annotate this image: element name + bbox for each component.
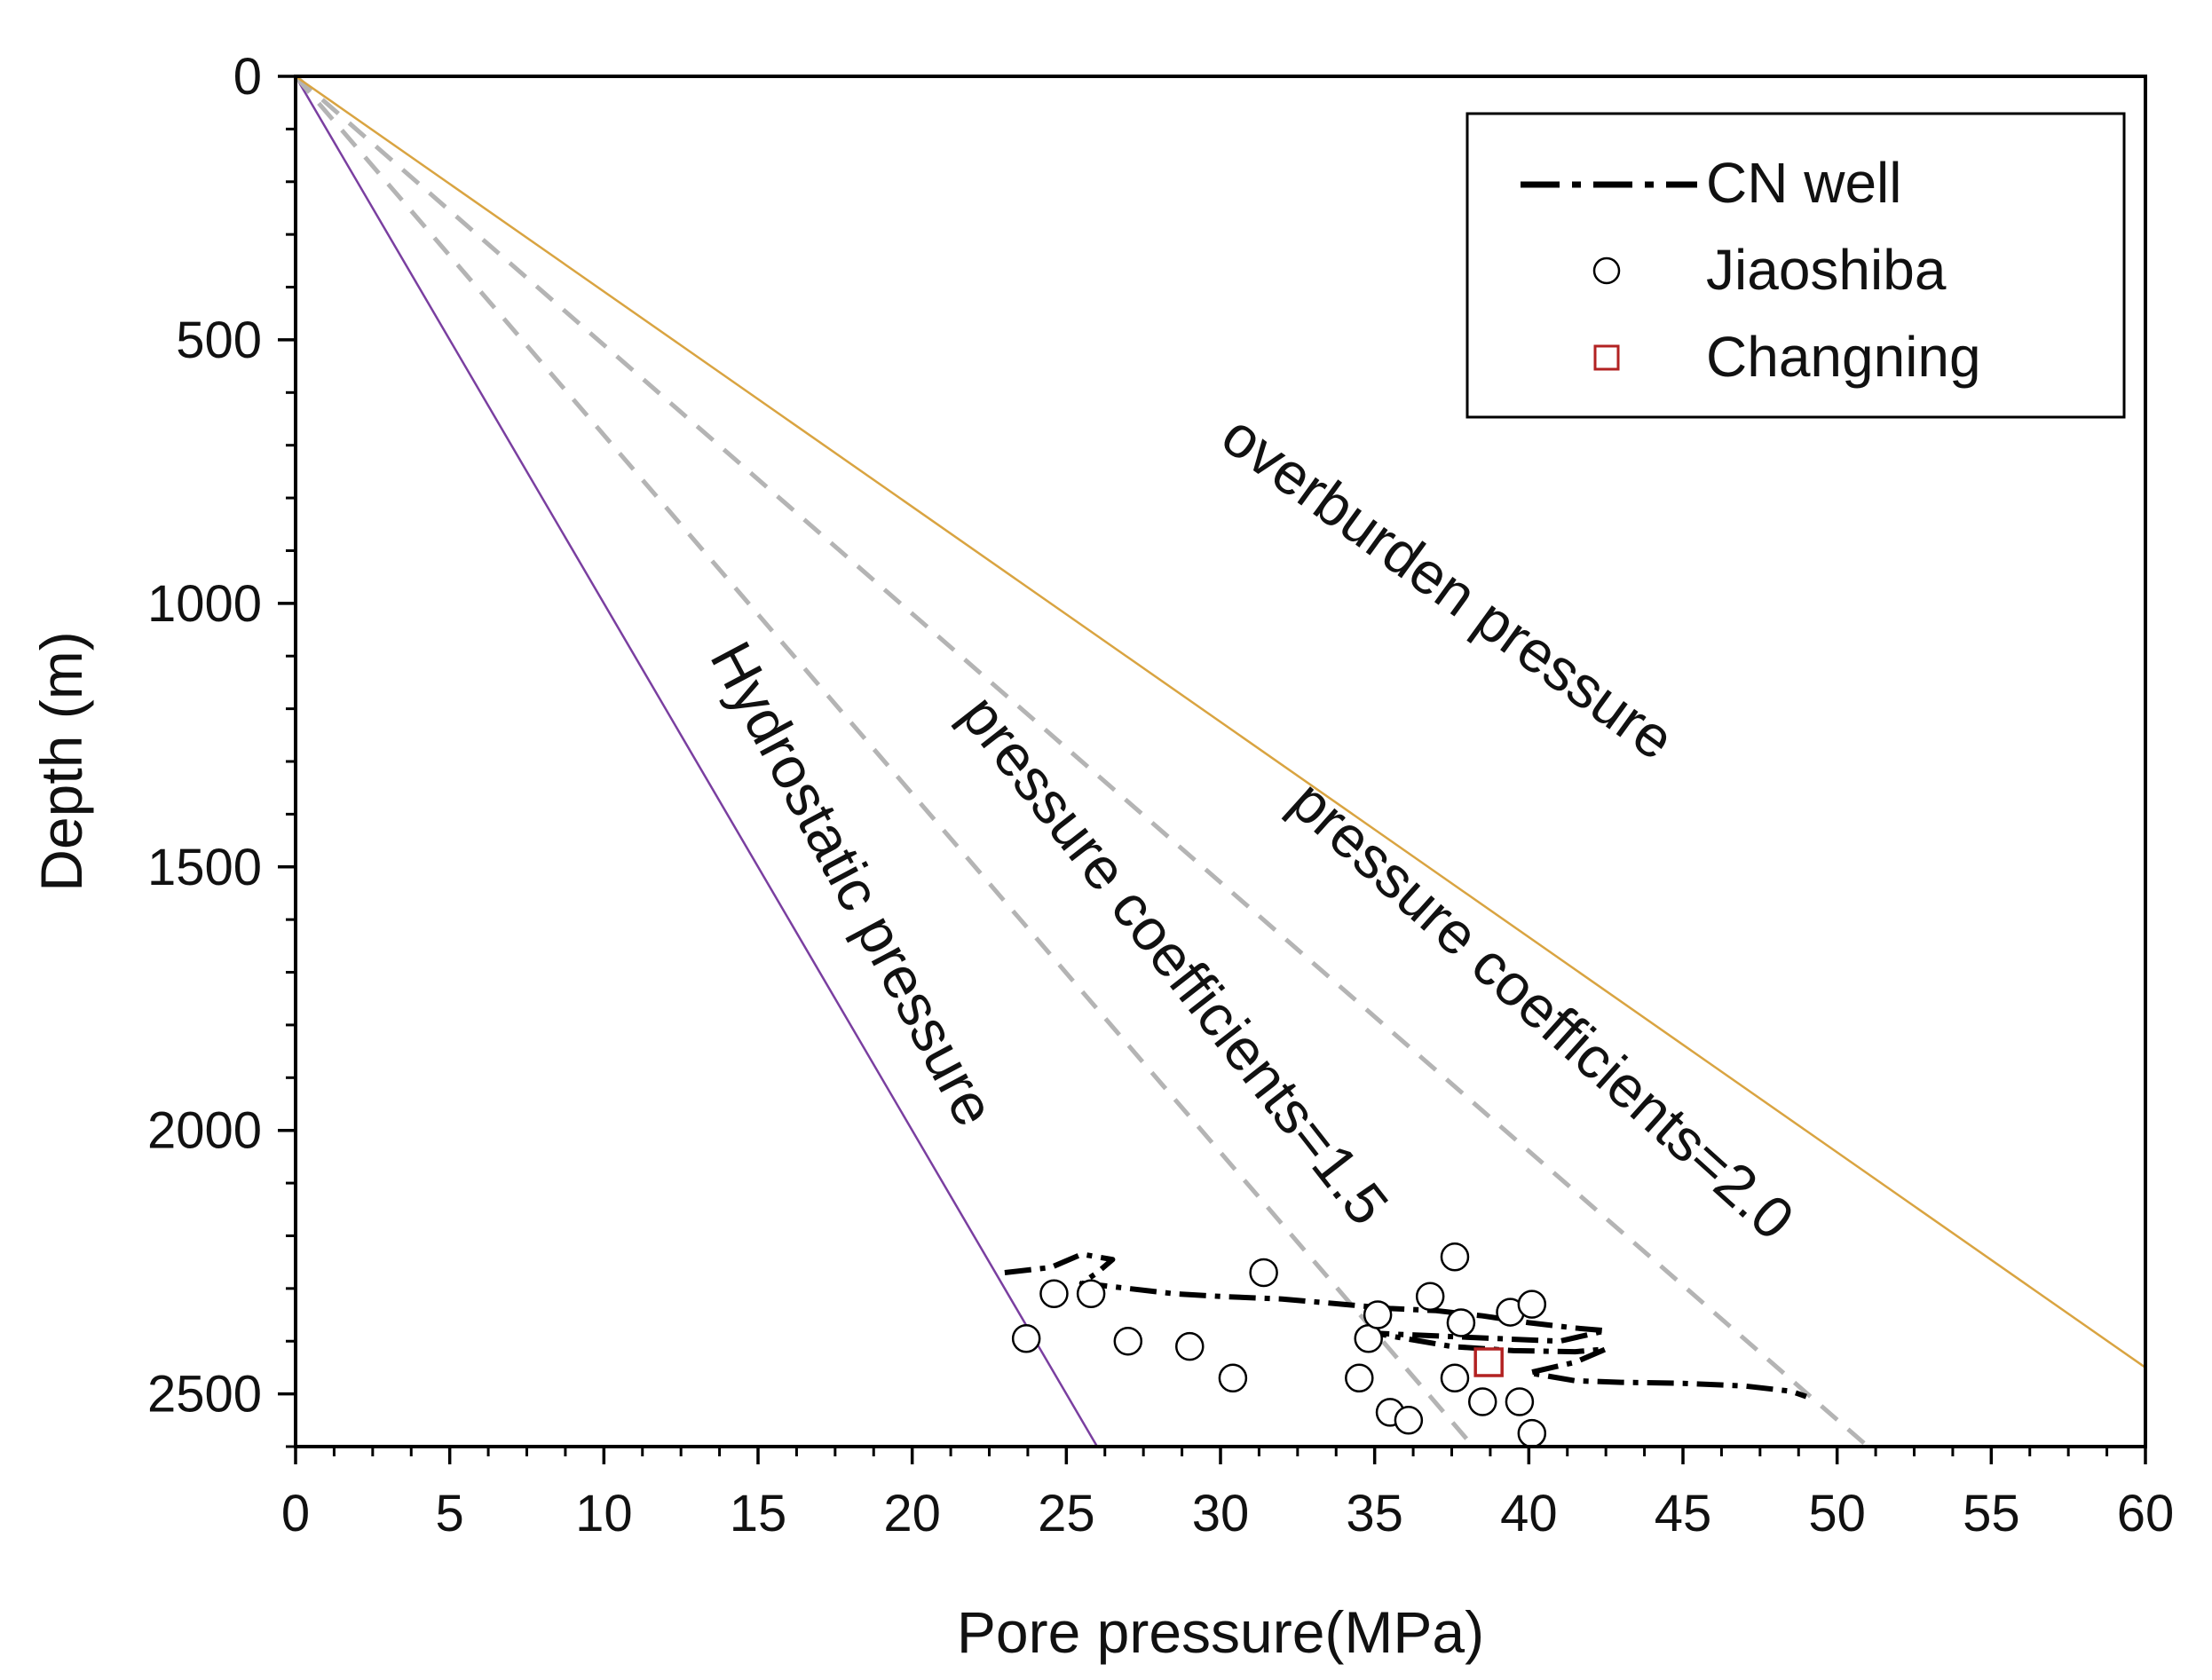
x-tick-label-1: 5 — [436, 1485, 464, 1542]
series-1-point-19 — [1517, 1290, 1547, 1319]
series-1-point-3 — [1113, 1326, 1143, 1356]
legend-box — [1465, 112, 2126, 419]
x-tick-label-11: 55 — [1963, 1485, 2020, 1542]
reference-line-2 — [296, 76, 1870, 1447]
series-1-point-12 — [1415, 1282, 1445, 1312]
series-0-line — [1004, 1251, 1807, 1400]
legend-symbol-1 — [1592, 256, 1621, 285]
series-1-point-14 — [1440, 1363, 1470, 1393]
reference-line-1 — [296, 76, 1475, 1447]
series-1-point-15 — [1446, 1308, 1476, 1337]
series-1-point-11 — [1394, 1406, 1424, 1435]
series-1-point-18 — [1505, 1387, 1535, 1416]
x-tick-label-5: 25 — [1038, 1485, 1095, 1542]
plot-area — [296, 76, 2145, 1448]
x-tick-label-8: 40 — [1500, 1485, 1558, 1542]
y-tick-label-5: 2500 — [147, 1366, 262, 1424]
series-2-point-0 — [1473, 1347, 1504, 1377]
series-1-point-9 — [1363, 1300, 1393, 1329]
reference-line-3 — [296, 76, 2145, 1368]
legend: CN well Jiaoshiba Changning — [1465, 112, 2126, 419]
y-tick-label-0: 0 — [233, 48, 262, 106]
legend-label-2: Changning — [1706, 325, 1981, 389]
axes: 0 5 10 15 20 25 30 35 40 45 50 55 60 0 500 1000 1500 2000… — [28, 48, 2174, 1665]
y-axis-title: Depth (m) — [28, 631, 94, 891]
x-tick-label-3: 15 — [730, 1485, 787, 1542]
x-tick-label-4: 20 — [883, 1485, 941, 1542]
x-tick-label-0: 0 — [281, 1485, 310, 1542]
series-1-point-0 — [1011, 1324, 1041, 1353]
series-1-point-7 — [1345, 1363, 1374, 1393]
x-tick-label-6: 30 — [1192, 1485, 1250, 1542]
series-1-point-5 — [1218, 1363, 1248, 1393]
y-tick-label-3: 1500 — [147, 839, 262, 896]
legend-label-1: Jiaoshiba — [1706, 238, 1947, 302]
legend-label-0: CN well — [1706, 151, 1901, 215]
x-axis-title: Pore pressure(MPa) — [957, 1599, 1484, 1665]
x-tick-label-12: 60 — [2117, 1485, 2175, 1542]
y-tick-label-4: 2000 — [147, 1102, 262, 1160]
series-1-point-1 — [1039, 1279, 1069, 1309]
y-tick-label-1: 500 — [176, 312, 262, 369]
reference-line-0 — [296, 76, 1099, 1447]
annotation-1: pressure coefficients=1.5 — [948, 682, 1401, 1236]
y-tick-label-2: 1000 — [147, 575, 262, 633]
x-tick-label-9: 45 — [1655, 1485, 1712, 1542]
series-1-point-6 — [1249, 1258, 1278, 1288]
series-1-point-2 — [1076, 1279, 1106, 1309]
series-1-point-20 — [1517, 1418, 1547, 1448]
legend-symbol-2 — [1593, 344, 1620, 371]
annotation-3: Hydrostatic pressure — [698, 631, 1007, 1136]
x-tick-label-7: 35 — [1346, 1485, 1403, 1542]
series-1-point-16 — [1467, 1387, 1497, 1416]
x-tick-label-10: 50 — [1808, 1485, 1866, 1542]
series-1-point-13 — [1440, 1242, 1470, 1272]
series-1-point-4 — [1175, 1331, 1205, 1361]
annotation-0: overburden pressure — [1211, 401, 1687, 772]
x-tick-label-2: 10 — [575, 1485, 633, 1542]
